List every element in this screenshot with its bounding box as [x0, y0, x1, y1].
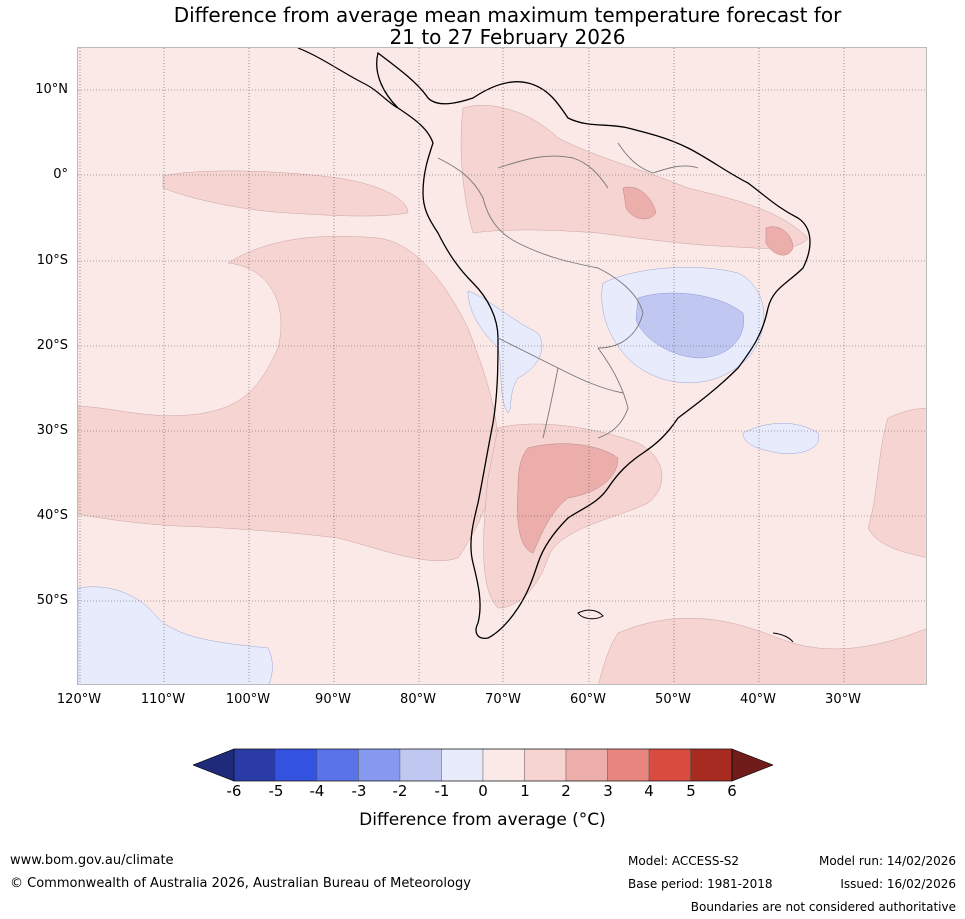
- colorbar-tick-4: 4: [644, 782, 654, 800]
- lon-label-90w: 90°W: [315, 692, 351, 707]
- lat-label-10n: 10°N: [35, 82, 68, 97]
- colorbar-tick-5: 5: [686, 782, 696, 800]
- colorbar-high-extend: [731, 748, 774, 782]
- colorbar-tick-2: 2: [561, 782, 571, 800]
- map-canvas: [78, 48, 926, 684]
- colorbar-segment: [275, 748, 318, 782]
- country-borders: [437, 142, 699, 439]
- lat-label-30s: 30°S: [36, 423, 68, 438]
- anomaly-region-brazil-cooler: [635, 292, 745, 359]
- lon-label-80w: 80°W: [400, 692, 436, 707]
- colorbar-tick-m5: -5: [268, 782, 284, 800]
- anomaly-region-pacific: [78, 236, 499, 561]
- colorbar-tick-m3: -3: [351, 782, 367, 800]
- lat-label-0: 0°: [53, 167, 68, 182]
- south-america-coastline: [376, 51, 811, 639]
- colorbar-segment: [441, 748, 484, 782]
- colorbar-tick-m1: -1: [434, 782, 450, 800]
- anomaly-region-amazon-warm: [622, 186, 657, 220]
- footer-copyright: © Commonwealth of Australia 2026, Austra…: [10, 876, 471, 891]
- colorbar-segment: [565, 748, 608, 782]
- colorbar-tick-3: 3: [603, 782, 613, 800]
- colorbar-label: Difference from average (°C): [359, 810, 606, 830]
- footer-model-run: Model run: 14/02/2026: [818, 854, 956, 868]
- map-title: Difference from average mean maximum tem…: [0, 4, 965, 48]
- colorbar-low-extend: [192, 748, 235, 782]
- colorbar-segment: [524, 748, 567, 782]
- lon-label-70w: 70°W: [485, 692, 521, 707]
- colorbar-tick-m2: -2: [392, 782, 408, 800]
- lat-label-10s: 10°S: [36, 253, 68, 268]
- colorbar-tick-0: 0: [478, 782, 488, 800]
- anomaly-region-se-pacific-cool: [78, 586, 273, 684]
- lon-label-110w: 110°W: [140, 692, 186, 707]
- title-line-2: 21 to 27 February 2026: [389, 25, 626, 49]
- graticule: [78, 48, 926, 684]
- colorbar-segment: [233, 748, 276, 782]
- colorbar-segment: [648, 748, 691, 782]
- colorbar-segment: [482, 748, 525, 782]
- anomaly-region-pampas-warm: [517, 443, 619, 554]
- anomaly-region-south-atlantic: [598, 617, 926, 684]
- lon-label-30w: 30°W: [825, 692, 861, 707]
- lon-label-60w: 60°W: [570, 692, 606, 707]
- lon-label-40w: 40°W: [740, 692, 776, 707]
- central-america-coastline: [297, 48, 399, 109]
- footer-base-period: Base period: 1981-2018: [628, 877, 773, 891]
- anomaly-region-andes-cool: [467, 290, 543, 414]
- footer-disclaimer: Boundaries are not considered authoritat…: [690, 900, 956, 914]
- anomaly-region-east-atlantic: [867, 407, 926, 558]
- colorbar: [192, 748, 774, 786]
- colorbar-segment: [316, 748, 359, 782]
- lon-label-120w: 120°W: [56, 692, 102, 707]
- colorbar-segment: [607, 748, 650, 782]
- lon-label-100w: 100°W: [225, 692, 271, 707]
- colorbar-svg: [192, 748, 774, 782]
- colorbar-segment: [399, 748, 442, 782]
- lat-label-20s: 20°S: [36, 338, 68, 353]
- colorbar-segment: [358, 748, 401, 782]
- forecast-map: [77, 47, 927, 685]
- colorbar-tick-m6: -6: [226, 782, 242, 800]
- colorbar-tick-m4: -4: [309, 782, 325, 800]
- colorbar-tick-6: 6: [727, 782, 737, 800]
- colorbar-segment: [690, 748, 733, 782]
- title-line-1: Difference from average mean maximum tem…: [173, 3, 842, 27]
- colorbar-outline: [233, 748, 733, 782]
- footer-url[interactable]: www.bom.gov.au/climate: [10, 853, 174, 868]
- lon-label-50w: 50°W: [655, 692, 691, 707]
- lat-label-50s: 50°S: [36, 593, 68, 608]
- anomaly-region-eq-pacific: [162, 170, 409, 217]
- anomaly-region-ne-brazil-warm: [765, 226, 794, 256]
- falkland-islands: [577, 609, 604, 620]
- anomaly-region-atlantic-cool: [742, 423, 819, 454]
- footer-model: Model: ACCESS-S2: [628, 854, 740, 868]
- colorbar-tick-1: 1: [520, 782, 530, 800]
- footer-issued: Issued: 16/02/2026: [840, 877, 956, 891]
- south-georgia: [772, 632, 794, 643]
- lat-label-40s: 40°S: [36, 508, 68, 523]
